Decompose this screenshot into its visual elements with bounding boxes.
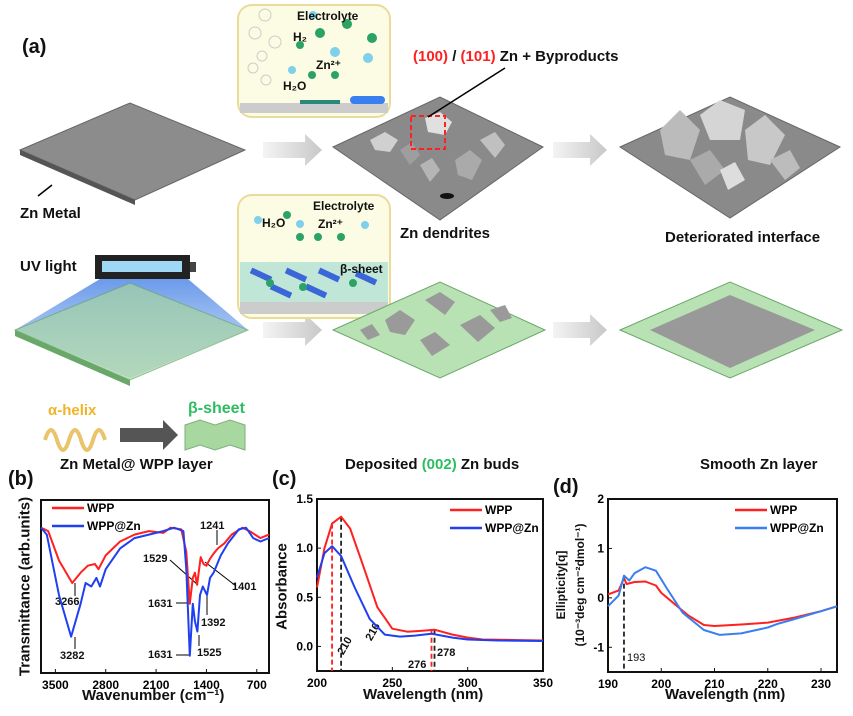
zn-metal-label: Zn Metal — [20, 205, 81, 222]
cd-peak-label: 193 — [627, 652, 646, 664]
series-line-wpp-at-zn — [607, 566, 838, 636]
series-line-wpp-at-zn — [316, 545, 544, 642]
uv-peak-label: 278 — [437, 647, 456, 659]
y-tick-label: 0.5 — [296, 590, 313, 604]
zn-dendrites-label: Zn dendrites — [400, 225, 491, 242]
zn-dendrites-plate — [331, 67, 544, 221]
series-line-wpp — [40, 526, 270, 605]
ftir-annotation: 1241 — [200, 520, 225, 532]
uv-peak-label: 276 — [408, 659, 427, 671]
plot-frame — [40, 499, 270, 674]
y-tick-label: 1.0 — [296, 541, 313, 555]
panel-d-label: (d) — [553, 476, 579, 498]
inset-bottom-h2o: H₂O — [262, 216, 286, 230]
inset-top-zn: Zn²⁺ — [316, 58, 341, 72]
panel-c-label: (c) — [272, 468, 297, 490]
legend-label: WPP@Zn — [485, 521, 539, 535]
x-tick-label: 3500 — [42, 678, 69, 692]
legend-label: WPP — [770, 503, 797, 517]
ftir-annotation: 1631 — [148, 598, 173, 610]
uv-lamp-icon — [95, 255, 196, 279]
highlight-box — [410, 115, 446, 150]
x-tick-label: 230 — [811, 677, 831, 691]
x-tick-label: 2100 — [143, 678, 170, 692]
x-tick-label: 250 — [382, 676, 402, 690]
ftir-annotation: 1525 — [197, 647, 222, 659]
legend-label: WPP — [485, 503, 512, 517]
panel-b-label: (b) — [8, 468, 34, 490]
x-tick-label: 200 — [307, 676, 327, 690]
panel-a-label: (a) — [22, 36, 47, 58]
deteriorated-plate — [618, 96, 842, 219]
inset-top-electrolyte: Electrolyte — [297, 9, 359, 23]
series-line-wpp — [607, 577, 838, 627]
x-tick-label: 200 — [651, 677, 671, 691]
ftir-annotation: 3282 — [60, 650, 85, 662]
beta-sheet-label: β-sheet — [188, 400, 245, 417]
zn-buds-plate — [331, 281, 547, 379]
inset-bottom-electrolyte: Electrolyte — [313, 199, 375, 213]
x-tick-label: 220 — [758, 677, 778, 691]
uv-light-label: UV light — [20, 258, 77, 275]
y-tick-label: -1 — [593, 640, 604, 654]
arrow-right-1 — [263, 134, 322, 166]
byproducts-label: (100) / (101) Zn + Byproducts — [413, 48, 619, 65]
legend-label: WPP@Zn — [770, 521, 824, 535]
smooth-zn-plate — [618, 281, 844, 379]
arrow-helix-to-sheet — [120, 420, 178, 450]
inset-top-h2o: H₂O — [283, 79, 307, 93]
deteriorated-label: Deteriorated interface — [665, 229, 821, 246]
ftir-annotation: 1529 — [143, 553, 168, 565]
alpha-helix-icon — [43, 428, 107, 452]
y-tick-label: 0.0 — [296, 639, 313, 653]
x-tick-label: 2800 — [92, 678, 119, 692]
zn-metal-plate — [18, 102, 247, 205]
c-xlabel: Wavelength (nm) — [363, 686, 484, 703]
ftir-annotation: 1392 — [201, 617, 226, 629]
wpp-layer-label: Zn Metal@ WPP layer — [60, 456, 213, 473]
deposited-label: Deposited (002) Zn buds — [345, 456, 520, 473]
inset-bottom-beta: β-sheet — [340, 262, 383, 276]
arrow-right-3 — [263, 314, 322, 346]
arrow-right-4 — [553, 314, 607, 346]
x-tick-label: 210 — [704, 677, 724, 691]
b-xlabel: Wavenumber (cm⁻¹) — [82, 687, 225, 704]
x-tick-label: 700 — [247, 678, 267, 692]
legend-label: WPP — [87, 501, 114, 515]
inset-bare-zn — [237, 4, 391, 118]
x-tick-label: 1400 — [193, 678, 220, 692]
d-xlabel: Wavelength (nm) — [665, 686, 786, 703]
smooth-zn-label: Smooth Zn layer — [700, 456, 818, 473]
ftir-annotation: 1631 — [148, 649, 173, 661]
y-tick-label: 1 — [597, 541, 604, 555]
arrow-right-2 — [553, 134, 607, 166]
inset-bottom-zn: Zn²⁺ — [318, 217, 343, 231]
legend-label: WPP@Zn — [87, 519, 141, 533]
y-tick-label: 1.5 — [296, 492, 313, 506]
series-line-wpp-at-zn — [40, 526, 270, 657]
y-tick-label: 2 — [597, 492, 604, 506]
series-line-wpp — [316, 515, 544, 642]
plot-frame — [607, 498, 838, 673]
ftir-annotation: 1401 — [232, 581, 257, 593]
wpp-plate — [13, 282, 250, 386]
zn-metal-pointer — [37, 184, 53, 197]
inset-wpp-zn — [237, 194, 391, 319]
x-tick-label: 350 — [533, 676, 553, 690]
x-tick-label: 190 — [598, 677, 618, 691]
y-tick-label: 0 — [597, 591, 604, 605]
x-tick-label: 300 — [458, 676, 478, 690]
alpha-helix-label: α-helix — [48, 402, 97, 419]
beta-sheet-icon — [184, 419, 246, 451]
inset-top-h2: H₂ — [293, 30, 307, 44]
